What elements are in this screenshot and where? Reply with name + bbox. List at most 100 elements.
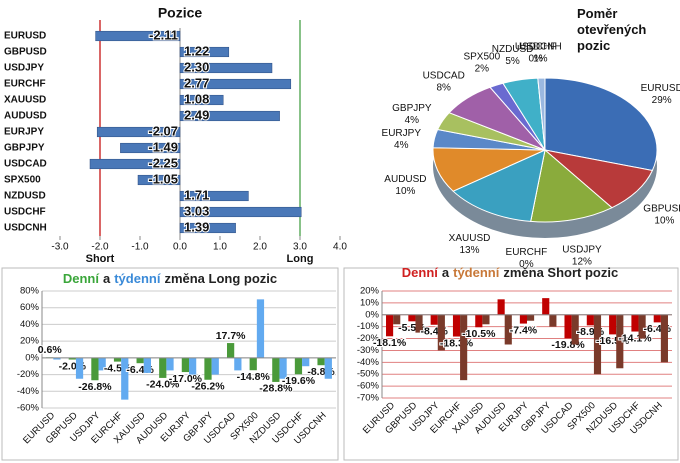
y-tick-label: -20% xyxy=(17,369,40,380)
bar xyxy=(68,357,76,360)
bar xyxy=(324,357,332,379)
reference-label: Long xyxy=(287,253,314,265)
bar xyxy=(586,314,594,326)
slice-name: NZDUSD xyxy=(492,44,534,55)
slice-value: 2% xyxy=(475,64,490,75)
bar xyxy=(256,299,265,358)
bar xyxy=(98,357,106,371)
value-label: -10.5% xyxy=(462,328,496,340)
y-tick-label: -30% xyxy=(357,345,380,356)
slice-name: EURCHF xyxy=(506,247,548,258)
value-label: 2.30 xyxy=(184,59,209,74)
slice-name: EURJPY xyxy=(382,128,422,139)
x-tick-label: 2.0 xyxy=(253,242,267,253)
y-tick-label: 0% xyxy=(365,309,379,320)
slice-value: 10% xyxy=(395,186,415,197)
value-label: 2.77 xyxy=(184,75,209,90)
slice-value: 1% xyxy=(533,53,548,64)
slice-value: 5% xyxy=(505,56,520,67)
bar xyxy=(482,314,490,325)
y-tick-label: -60% xyxy=(357,381,380,392)
pie-slice xyxy=(543,149,654,209)
value-label: 1.08 xyxy=(184,91,209,106)
y-tick-label: -70% xyxy=(357,393,380,404)
y-tick-label: -40% xyxy=(357,357,380,368)
title-part: Denní xyxy=(63,271,100,286)
slice-value: 0% xyxy=(528,54,543,65)
bar xyxy=(593,314,602,375)
value-label: -14.8% xyxy=(237,371,271,383)
value-label: -26.2% xyxy=(191,381,225,393)
bar xyxy=(408,314,416,322)
value-label: 3.03 xyxy=(184,203,209,218)
chart-title: Denní a týdenní změna Short pozic xyxy=(402,265,618,280)
title-part: změna Short pozic xyxy=(503,265,618,280)
bar xyxy=(91,357,99,381)
slice-value: 8% xyxy=(436,83,451,94)
bar xyxy=(527,314,535,321)
bar xyxy=(189,357,197,375)
value-label: 2.49 xyxy=(184,107,209,122)
value-label: -24.0% xyxy=(146,379,180,391)
bar xyxy=(120,142,181,154)
bar xyxy=(460,314,468,381)
slice-value: 29% xyxy=(652,95,672,106)
chart-title: Denní a týdenní změna Long pozic xyxy=(63,271,277,286)
y-tick-label: -50% xyxy=(357,369,380,380)
category-label: XAUUSD xyxy=(4,95,46,106)
bar xyxy=(549,314,557,327)
y-tick-label: 0% xyxy=(25,352,39,363)
slice-name: USDCNH xyxy=(519,41,562,52)
bar xyxy=(279,357,287,379)
category-label: USDCNH xyxy=(4,223,47,234)
category-label: USDCHF xyxy=(4,207,46,218)
bar xyxy=(113,357,122,362)
value-label: -19.8% xyxy=(551,339,585,351)
y-tick-label: -20% xyxy=(357,333,380,344)
title-part: a xyxy=(442,265,450,280)
value-label: -18.1% xyxy=(373,337,407,349)
value-label: -28.8% xyxy=(259,383,293,395)
bar xyxy=(226,343,235,358)
slice-value: 0% xyxy=(519,259,534,270)
y-tick-label: -10% xyxy=(357,321,380,332)
bar xyxy=(653,314,661,323)
bar xyxy=(166,357,174,371)
value-label: 1.22 xyxy=(184,43,209,58)
bar xyxy=(542,298,550,315)
bar xyxy=(75,357,84,379)
slice-name: EURUSD xyxy=(641,83,680,94)
bar xyxy=(234,357,242,371)
bar xyxy=(137,174,181,186)
bar xyxy=(452,314,461,337)
value-label: -7.4% xyxy=(510,324,538,336)
bar xyxy=(96,126,181,138)
y-tick-label: 40% xyxy=(20,319,40,330)
slice-name: XAUUSD xyxy=(449,233,491,244)
category-label: EURCHF xyxy=(4,79,46,90)
slice-name: USDCAD xyxy=(423,71,465,82)
value-label: -2.25 xyxy=(148,155,178,170)
bar xyxy=(179,110,280,122)
category-label: AUDUSD xyxy=(4,111,47,122)
x-tick-label: -1.0 xyxy=(131,242,149,253)
bar xyxy=(179,94,224,106)
x-tick-label: -2.0 xyxy=(91,242,109,253)
value-label: -1.49 xyxy=(148,139,178,154)
bar xyxy=(497,299,505,315)
bar xyxy=(571,314,579,345)
bar xyxy=(204,357,212,380)
y-tick-label: 10% xyxy=(360,297,380,308)
value-label: 1.71 xyxy=(184,187,209,202)
slice-value: 4% xyxy=(394,140,409,151)
bar xyxy=(179,62,273,74)
category-label: GBPUSD xyxy=(4,47,47,58)
value-label: -19.6% xyxy=(282,375,316,387)
pie-slice xyxy=(432,147,546,192)
chart-title: Pozice xyxy=(158,5,203,21)
bar xyxy=(211,357,219,375)
title-part: týdenní xyxy=(114,271,161,286)
x-tick-label: 3.0 xyxy=(293,242,307,253)
value-label: -26.8% xyxy=(78,381,112,393)
title-part: a xyxy=(103,271,111,286)
